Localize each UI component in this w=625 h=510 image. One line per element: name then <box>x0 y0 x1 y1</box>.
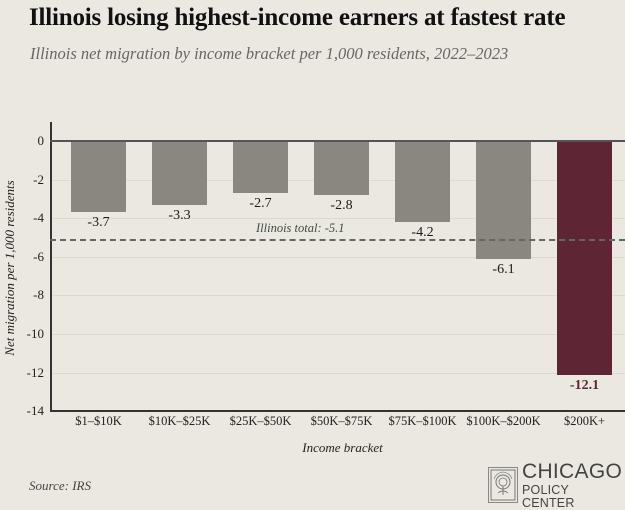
logo-line1: CHICAGO <box>521 460 623 483</box>
bar-value-label: -3.3 <box>168 207 191 223</box>
x-tick-label: $1–$10K <box>75 414 122 428</box>
x-axis-title: Income bracket <box>302 440 383 455</box>
x-tick-label: $200K+ <box>563 414 606 428</box>
bar-0 <box>71 141 126 213</box>
bar-1 <box>152 141 207 205</box>
bar-value-label: -2.8 <box>330 198 353 214</box>
x-tick-label: $75K–$100K <box>388 414 457 428</box>
chart-subtitle: Illinois net migration by income bracket… <box>30 44 509 63</box>
reference-line-total <box>50 239 625 242</box>
bar-4 <box>395 141 450 223</box>
bar-value-label: -6.1 <box>492 261 515 277</box>
y-tick-label: -8 <box>33 287 44 303</box>
x-tick-label: $50K–$75K <box>310 414 373 428</box>
bar-value-label: -4.2 <box>411 225 434 241</box>
y-tick-label: -4 <box>33 210 44 226</box>
y-tick-label: -6 <box>33 248 44 264</box>
gridline <box>50 411 625 413</box>
y-tick-label: -2 <box>33 171 44 187</box>
bar-6 <box>557 141 612 375</box>
bar-5 <box>476 141 531 259</box>
gridline <box>50 372 625 374</box>
plot-area: -3.7 -3.3 -2.7 -2.8 -4.2 -6.1 -12.1 Illinois t… <box>50 122 625 413</box>
bar-2 <box>233 141 288 194</box>
x-axis-line <box>50 410 625 412</box>
chart-title: Illinois losing highest-income earners a… <box>29 4 566 31</box>
y-tick-label: -10 <box>26 326 44 341</box>
bar-3 <box>314 141 369 196</box>
bar-value-label: -3.7 <box>87 215 110 231</box>
chicago-policy-center-logo: CHICAGO POLICY CENTER <box>488 461 625 509</box>
x-tick-label: $100K–$200K <box>466 414 541 428</box>
bar-value-label: -2.7 <box>249 196 272 212</box>
reference-line-label: Illinois total: -5.1 <box>256 221 345 236</box>
y-tick-label: -14 <box>26 403 44 419</box>
gridline <box>50 256 625 258</box>
y-axis-line <box>50 122 52 412</box>
zero-baseline <box>50 140 625 142</box>
source-note: Source: IRS <box>29 478 91 493</box>
x-tick-label: $25K–$50K <box>229 414 292 428</box>
logo-line2: POLICY CENTER <box>521 483 575 510</box>
logo-emblem-icon <box>488 467 518 503</box>
gridline <box>50 295 625 297</box>
x-tick-label: $10K–$25K <box>148 414 211 428</box>
y-tick-label: 0 <box>37 133 45 148</box>
gridline <box>50 334 625 335</box>
gridline <box>50 218 625 220</box>
bar-value-label: -12.1 <box>569 377 600 393</box>
y-tick-label: -12 <box>26 364 44 380</box>
